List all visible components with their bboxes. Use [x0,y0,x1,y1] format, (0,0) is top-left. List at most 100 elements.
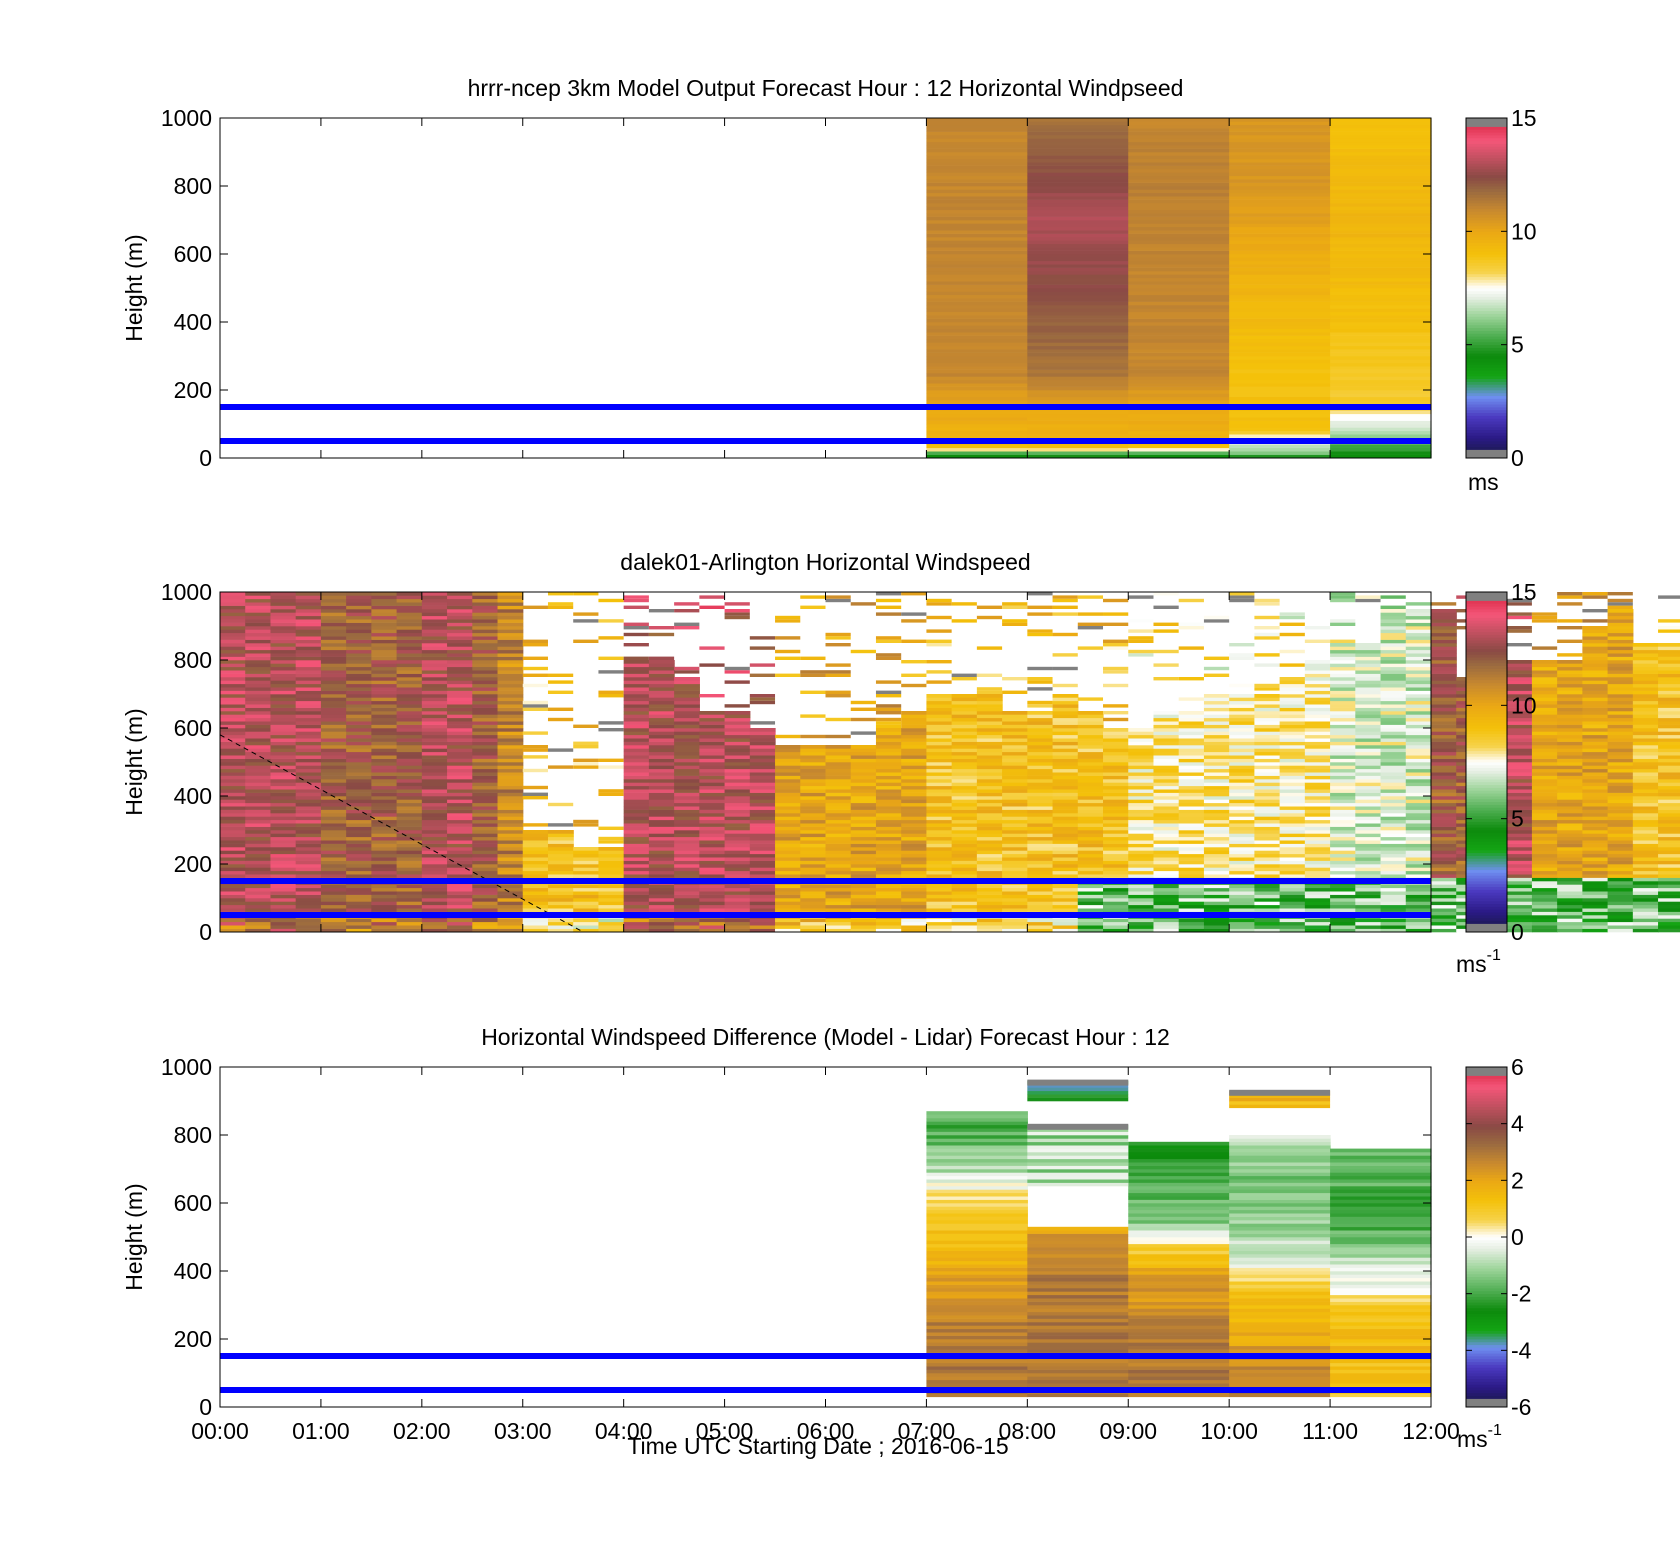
heat-cell [648,850,675,855]
heat-cell [1229,298,1331,302]
heat-cell [1380,758,1407,763]
heat-cell [1128,145,1230,149]
heat-cell [1203,850,1230,855]
heat-cell [447,772,473,776]
heat-cell [1027,141,1129,146]
heat-cell [648,908,675,912]
heat-cell [1077,840,1104,844]
heat-cell [926,680,952,684]
heat-cell [1128,451,1230,455]
heat-cell [926,424,1028,428]
heat-cell [1128,226,1230,231]
heat-cell [674,738,700,742]
heat-cell [522,870,549,875]
heat-cell [1355,721,1382,725]
heat-cell [1531,887,1558,892]
heat-cell [674,789,700,793]
colorbar-swatch [1466,239,1507,244]
heat-cell [1027,298,1129,302]
heat-cell [220,864,246,868]
heat-cell [775,864,801,868]
heat-cell [1330,233,1432,238]
heat-cell [1330,796,1356,800]
heat-cell [1153,622,1179,626]
heat-cell [674,918,700,923]
heat-cell [220,830,246,834]
heat-cell [1128,653,1154,657]
heat-cell [421,704,448,708]
heat-cell [623,799,650,804]
heat-cell [1405,758,1432,763]
heat-cell [1405,768,1432,773]
heat-cell [320,874,347,878]
heat-cell [800,836,827,841]
heat-cell [497,884,524,889]
heat-cell [674,884,700,889]
heat-cell [547,860,574,865]
heat-cell [1330,182,1432,187]
heat-cell [724,772,751,776]
heat-cell [1128,396,1230,401]
heat-cell [1506,728,1533,732]
heat-cell [1355,928,1382,933]
heat-cell [1531,663,1558,668]
heat-cell [1431,626,1457,630]
heat-cell [573,908,600,912]
heat-cell [1431,636,1457,640]
heat-cell [926,250,1028,255]
heat-cell [1229,738,1255,742]
heat-cell [1355,908,1382,912]
heat-cell [472,670,499,674]
heat-cell [346,690,372,695]
heat-cell [573,894,600,899]
heat-cell [775,748,801,753]
heat-cell [1304,830,1331,834]
heat-cell [926,386,1028,391]
heat-cell [295,853,322,858]
heat-cell [1330,850,1356,855]
heat-cell [1304,670,1331,674]
heat-cell [850,826,877,831]
heat-cell [295,870,322,875]
heat-cell [547,707,574,711]
heat-cell [346,887,372,892]
heat-cell [926,434,1028,438]
heat-cell [1052,768,1079,773]
heat-cell [1330,393,1432,398]
heat-cell [346,921,372,926]
heat-cell [1229,209,1331,214]
heat-cell [976,891,1003,895]
heat-cell [926,925,953,929]
heat-cell [497,598,524,603]
heat-cell [320,721,347,725]
heat-cell [926,670,952,674]
heat-cell [245,898,272,902]
heat-cell [648,779,675,783]
heat-cell [699,819,726,824]
heat-cell [1279,731,1306,736]
heat-cell [497,622,524,627]
heat-cell [623,694,650,698]
heat-cell [421,864,448,868]
heat-cell [775,768,801,773]
heat-cell [472,806,499,810]
heat-cell [1077,782,1104,787]
heat-cell [901,782,928,787]
heat-cell [1027,332,1129,336]
heat-cell [371,615,398,620]
heat-cell [220,918,246,923]
heat-cell [749,894,776,899]
heat-cell [1153,734,1180,739]
heat-cell [1002,806,1028,810]
heat-cell [346,901,372,906]
heat-cell [800,806,827,810]
heat-cell [447,605,473,610]
heat-cell [1506,881,1533,885]
heat-cell [699,802,726,807]
heat-cell [926,339,1028,343]
heat-cell [1279,779,1306,783]
heat-cell [1229,772,1255,776]
heat-cell [1027,918,1054,923]
heat-cell [1229,131,1331,136]
heat-cell [1203,884,1230,889]
